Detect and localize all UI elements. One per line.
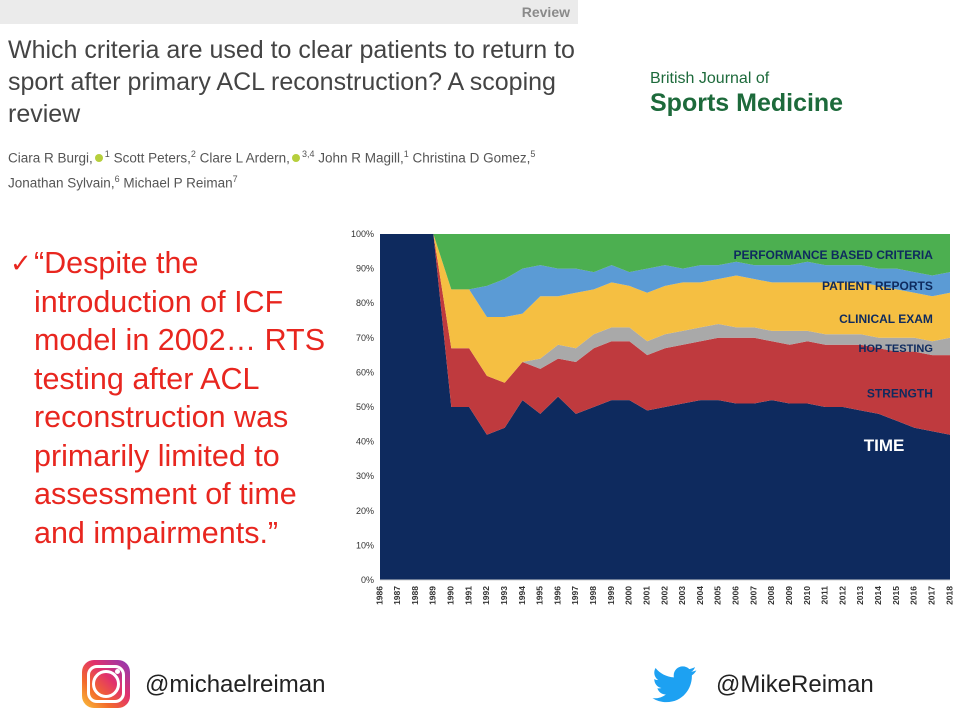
x-tick-label: 2005 — [713, 586, 723, 605]
y-tick-label: 30% — [356, 471, 374, 481]
twitter-handle[interactable]: @MikeReiman — [716, 671, 874, 698]
x-tick-label: 2007 — [748, 586, 758, 605]
x-tick-label: 2006 — [731, 586, 741, 605]
instagram-flash — [115, 669, 120, 674]
author-affiliation: 1 — [403, 149, 409, 159]
section-label: Review — [521, 4, 570, 20]
author-affiliation: 1 — [104, 149, 110, 159]
x-tick-label: 1993 — [499, 586, 509, 605]
orcid-icon[interactable] — [291, 153, 300, 162]
x-tick-label: 2015 — [891, 586, 901, 605]
author-name: Scott Peters, — [113, 150, 191, 166]
x-tick-label: 1989 — [428, 586, 438, 605]
author-name: Christina D Gomez, — [412, 150, 531, 166]
author-list: Ciara R Burgi, 1 Scott Peters,2 Clare L A… — [8, 144, 588, 193]
x-tick-label: 1994 — [517, 586, 527, 605]
x-tick-label: 1995 — [535, 586, 545, 605]
x-tick-label: 1996 — [552, 586, 562, 605]
series-area-patient-reports — [380, 234, 950, 317]
x-tick-label: 2014 — [873, 586, 883, 605]
x-tick-label: 2008 — [766, 586, 776, 605]
section-bar: Review — [0, 0, 578, 24]
y-tick-label: 40% — [356, 437, 374, 447]
y-tick-label: 100% — [351, 229, 374, 239]
quote-text: “Despite the introduction of ICF model i… — [34, 246, 326, 550]
author-name: John R Magill, — [318, 150, 404, 166]
y-tick-label: 0% — [361, 575, 374, 585]
series-label: STRENGTH — [867, 386, 933, 400]
instagram-icon[interactable] — [82, 660, 130, 708]
x-tick-label: 2003 — [677, 586, 687, 605]
x-tick-label: 1998 — [588, 586, 598, 605]
y-tick-label: 10% — [356, 540, 374, 550]
x-tick-label: 2001 — [641, 586, 651, 605]
author-name: Clare L Ardern, — [199, 150, 290, 166]
x-tick-label: 1992 — [481, 586, 491, 605]
y-tick-label: 60% — [356, 367, 374, 377]
series-label: PATIENT REPORTS — [822, 279, 933, 293]
series-label: TIME — [864, 436, 905, 455]
x-tick-label: 1986 — [374, 586, 384, 605]
instagram-handle[interactable]: @michaelreiman — [145, 671, 326, 698]
x-tick-label: 2016 — [909, 586, 919, 605]
series-area-performance-based-criteria — [380, 234, 950, 290]
quote-block: ✓ “Despite the introduction of ICF model… — [10, 244, 335, 552]
x-tick-label: 2004 — [695, 586, 705, 605]
author-affiliation: 6 — [114, 173, 120, 184]
stacked-area-chart: TIME STRENGTH HOP TESTING CLINICAL EXAM PATI… — [351, 229, 954, 605]
x-tick-label: 2012 — [837, 586, 847, 605]
author-affiliation: 2 — [190, 149, 196, 159]
series-label: HOP TESTING — [859, 343, 933, 355]
x-tick-label: 1999 — [606, 586, 616, 605]
instagram-frame — [87, 665, 125, 703]
series-label: CLINICAL EXAM — [839, 312, 933, 326]
twitter-bird-icon[interactable] — [650, 662, 700, 706]
x-tick-label: 2000 — [624, 586, 634, 605]
author-name: Jonathan Sylvain, — [8, 175, 115, 190]
series-label: PERFORMANCE BASED CRITERIA — [734, 248, 934, 262]
x-tick-label: 2017 — [926, 586, 936, 605]
author-affiliation: 7 — [232, 173, 238, 184]
series-area-clinical-exam — [380, 234, 950, 383]
paper-title: Which criteria are used to clear patient… — [8, 36, 575, 128]
journal-logo: British Journal of Sports Medicine — [650, 70, 843, 118]
x-tick-label: 1997 — [570, 586, 580, 605]
instagram-lens — [92, 670, 120, 698]
y-tick-label: 80% — [356, 298, 374, 308]
x-tick-label: 1990 — [446, 586, 456, 605]
series-area-strength — [380, 234, 950, 435]
author-name: Michael P Reiman — [123, 175, 233, 190]
x-tick-label: 2002 — [659, 586, 669, 605]
y-tick-label: 20% — [356, 506, 374, 516]
author-affiliation: 3,4 — [301, 149, 315, 159]
x-tick-label: 2011 — [820, 586, 830, 605]
x-tick-label: 2010 — [802, 586, 812, 605]
author-affiliation: 5 — [530, 149, 536, 159]
y-tick-label: 50% — [356, 402, 374, 412]
x-tick-label: 2013 — [855, 586, 865, 605]
x-tick-label: 2009 — [784, 586, 794, 605]
journal-name-line1: British Journal of — [650, 70, 770, 87]
y-tick-label: 90% — [356, 264, 374, 274]
x-tick-label: 2018 — [944, 586, 954, 605]
x-tick-label: 1987 — [392, 586, 402, 605]
journal-name-line2: Sports Medicine — [650, 89, 844, 117]
author-name: Ciara R Burgi, — [8, 150, 93, 166]
orcid-icon[interactable] — [94, 153, 103, 162]
y-tick-label: 70% — [356, 333, 374, 343]
checkmark-icon: ✓ — [10, 248, 32, 278]
x-tick-label: 1991 — [463, 586, 473, 605]
x-tick-label: 1988 — [410, 586, 420, 605]
